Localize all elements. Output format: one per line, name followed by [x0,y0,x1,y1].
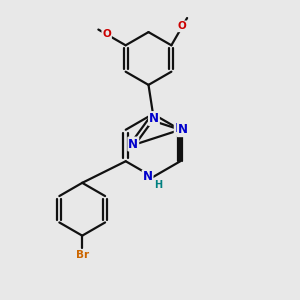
Text: N: N [142,170,153,184]
Text: N: N [149,112,159,125]
Text: H: H [154,179,163,190]
Text: O: O [178,21,187,31]
Text: O: O [102,29,111,39]
Text: N: N [175,122,185,135]
Text: N: N [128,137,138,151]
Text: Br: Br [76,250,89,260]
Text: N: N [178,123,188,136]
